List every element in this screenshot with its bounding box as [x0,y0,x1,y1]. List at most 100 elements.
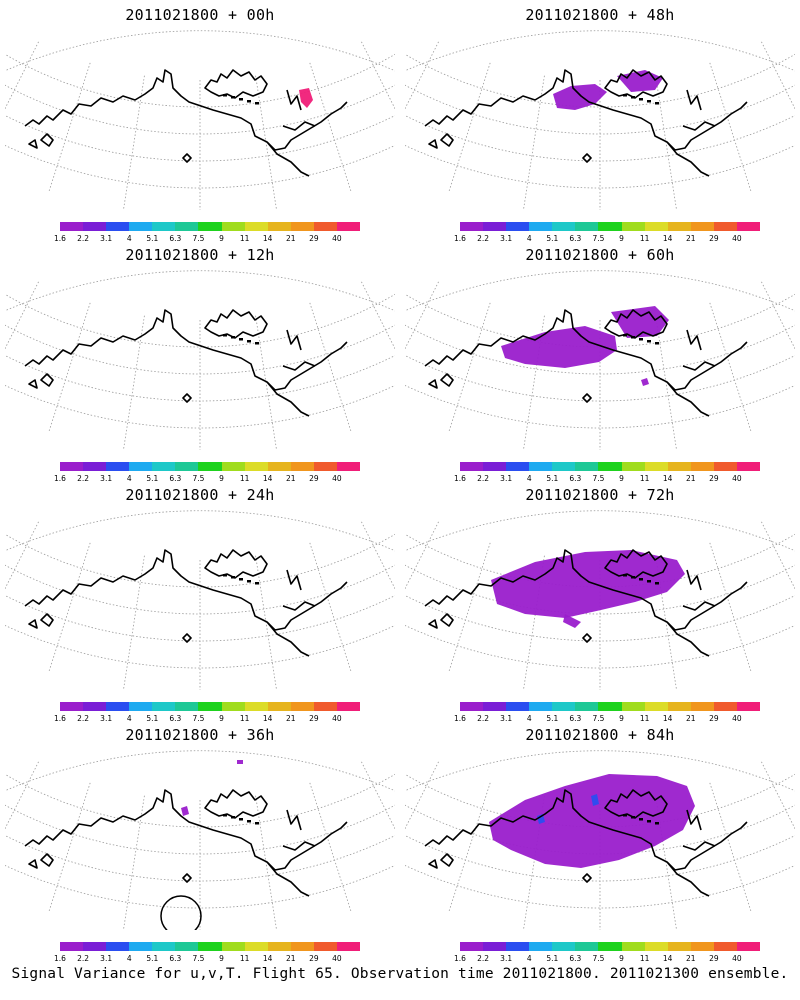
colorbar-swatch [152,462,176,471]
colorbar-swatch [152,222,176,231]
colorbar-swatch [644,942,668,951]
colorbar-tick-label: 11 [639,474,650,483]
colorbar-swatch [575,942,599,951]
map-panel-60h: 2011021800 + 60h 1.6 2.2 3.1 4 5.1 6.3 7.5 9 11 1… [400,240,800,483]
colorbar-tick-label: 9 [219,714,224,723]
observation-marker [160,895,202,930]
island-group [623,94,659,105]
colorbar-swatch [667,942,691,951]
island [223,814,227,817]
colorbar-swatch [575,462,599,471]
colorbar-swatch [198,462,222,471]
colorbar-tick-label: 9 [219,234,224,243]
meridian-line [309,782,352,912]
colorbar-labels: 1.6 2.2 3.1 4 5.1 6.3 7.5 9 11 14 21 29 40 [454,714,760,724]
island [223,94,227,97]
meridian-line [48,782,91,912]
latitude-circle [5,773,395,828]
coastline-path [282,809,316,851]
colorbar [460,222,761,231]
colorbar-swatch [575,222,599,231]
colorbar-tick-label: 1.6 [454,234,466,243]
colorbar-tick-label: 21 [685,714,696,723]
colorbar-swatch [529,462,553,471]
map-panel-72h: 2011021800 + 72h 1.6 2.2 3.1 4 5.1 6.3 7.5 9 11 1… [400,480,800,723]
colorbar-swatch [129,942,153,951]
colorbar-tick-label: 5.1 [146,474,159,483]
colorbar-swatch [690,462,714,471]
colorbar-swatch [60,222,84,231]
panel-title: 2011021800 + 60h [525,246,675,264]
colorbar-swatch [736,222,761,231]
island [247,100,251,103]
colorbar-tick-label: 4 [126,474,132,483]
colorbar-tick-label: 21 [285,234,296,243]
coastline-path [24,309,348,417]
colorbar-tick-label: 21 [685,234,696,243]
colorbar-swatch [244,462,268,471]
colorbar-tick-label: 4 [126,234,132,243]
meridian-line [48,302,91,432]
colorbar-tick-label: 4 [526,234,532,243]
polar-stereographic-map [405,750,795,930]
island-group [623,334,659,345]
colorbar-tick-label: 7.5 [192,714,205,723]
domain-border [5,270,395,312]
colorbar-swatch [736,702,761,711]
coastline-path [24,549,348,657]
meridian-line [709,782,752,912]
island-group [223,574,259,585]
colorbar-tick-label: 4 [126,954,132,963]
colorbar-tick-label: 21 [685,954,696,963]
colorbar [60,462,361,471]
variance-contour [611,306,669,338]
island-group [223,334,259,345]
domain-border [405,750,795,792]
island [231,576,235,579]
colorbar-swatch [736,942,761,951]
map-panel-12h: 2011021800 + 12h 1.6 2.2 3.1 4 5.1 6.3 7.5 9 11 1… [0,240,400,483]
colorbar-tick-label: 1.6 [454,714,466,723]
panel-title: 2011021800 + 24h [125,486,275,504]
colorbar-swatch [713,702,737,711]
island [647,100,651,103]
island [255,342,259,345]
island-group [223,814,259,825]
colorbar-tick-label: 7.5 [592,474,605,483]
colorbar-swatch [598,222,622,231]
island-group [623,814,659,825]
coastline-path [682,89,716,131]
colorbar-swatch [598,702,622,711]
colorbar-swatch [106,462,130,471]
panel-title: 2011021800 + 00h [125,6,275,24]
island [247,340,251,343]
meridian-line [5,281,39,350]
coastline-path [428,373,592,403]
map-panel-36h: 2011021800 + 36h 1.6 2.2 3.1 4 5.1 6.3 7.5 9 11 1… [0,720,400,963]
colorbar-swatch [667,702,691,711]
colorbar-swatch [129,462,153,471]
latitude-circle [405,53,795,108]
colorbar-tick-label: 7.5 [192,234,205,243]
island [639,98,643,101]
polar-stereographic-map [5,270,395,450]
colorbar-tick-label: 40 [732,714,742,723]
colorbar-tick-label: 40 [732,954,742,963]
colorbar-labels: 1.6 2.2 3.1 4 5.1 6.3 7.5 9 11 14 21 29 40 [54,954,360,964]
island [247,580,251,583]
colorbar-swatch [221,462,245,471]
domain-border [405,30,795,72]
colorbar-swatch [460,462,484,471]
latitude-circle [405,773,795,828]
colorbar-swatch [598,942,622,951]
colorbar-tick-label: 4 [526,474,532,483]
colorbar-swatch [244,702,268,711]
coastline [24,69,348,177]
colorbar-tick-label: 5.1 [546,474,559,483]
colorbar-tick-label: 21 [285,474,296,483]
island [239,578,243,581]
colorbar-swatch [736,462,761,471]
colorbar-swatch [621,222,645,231]
colorbar-tick-label: 11 [239,714,250,723]
colorbar-swatch [644,222,668,231]
